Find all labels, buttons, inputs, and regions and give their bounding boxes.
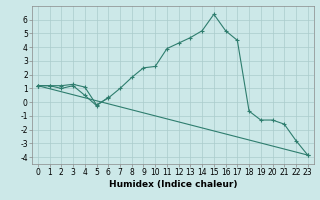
X-axis label: Humidex (Indice chaleur): Humidex (Indice chaleur): [108, 180, 237, 189]
